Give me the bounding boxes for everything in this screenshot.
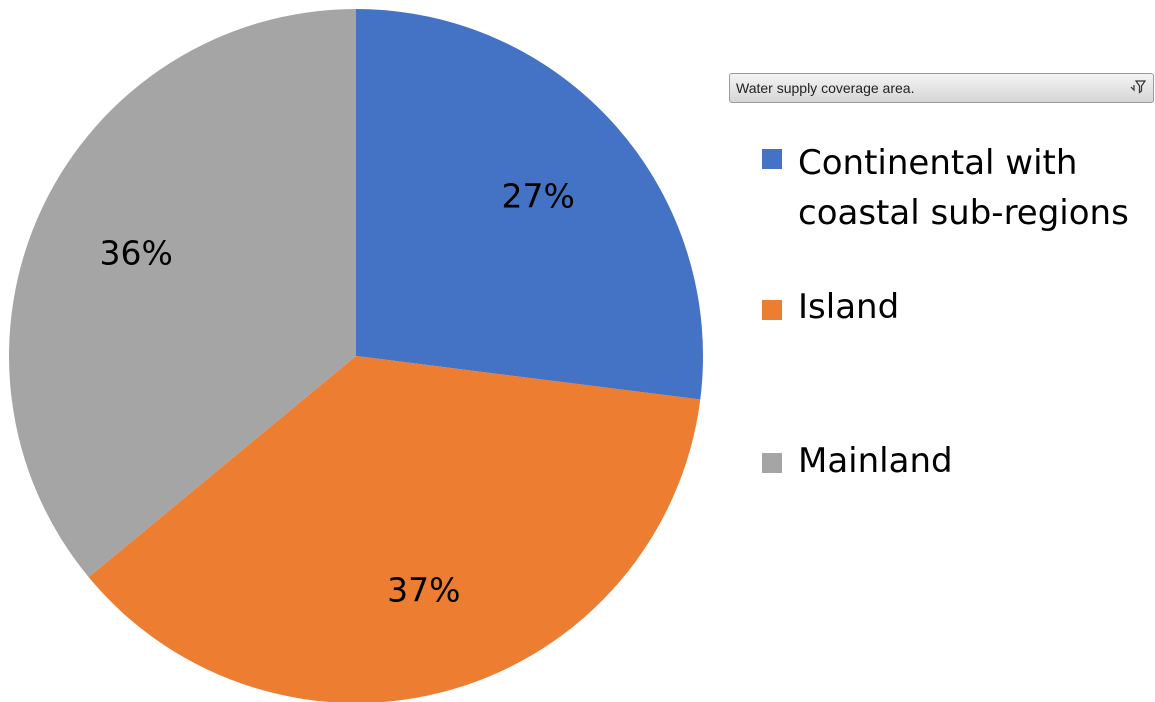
field-filter-button[interactable]: Water supply coverage area. [729,73,1154,103]
pie-slice-labels: 27% 37% 36% [100,176,575,609]
legend-swatch-mainland [762,453,782,473]
pie-slice-label-island: 37% [387,570,460,609]
pie-slice-mainland [9,9,357,578]
legend-swatch-island [762,300,782,320]
legend-label-island: Island [798,287,900,327]
legend-label-continental: Continental with coastal sub-regions [798,143,1129,233]
pie-slice-label-mainland: 36% [100,234,173,273]
legend-swatch-continental [762,149,782,169]
legend-label-mainland: Mainland [798,441,953,481]
pie-slice-island [88,356,701,702]
pie-slices [9,9,703,702]
filter-icon [1130,80,1147,94]
pie-chart: 27% 37% 36% [9,9,703,702]
pie-slice-label-continental: 27% [502,176,575,215]
field-filter-label: Water supply coverage area. [736,80,915,96]
pie-slice-continental [356,9,703,400]
